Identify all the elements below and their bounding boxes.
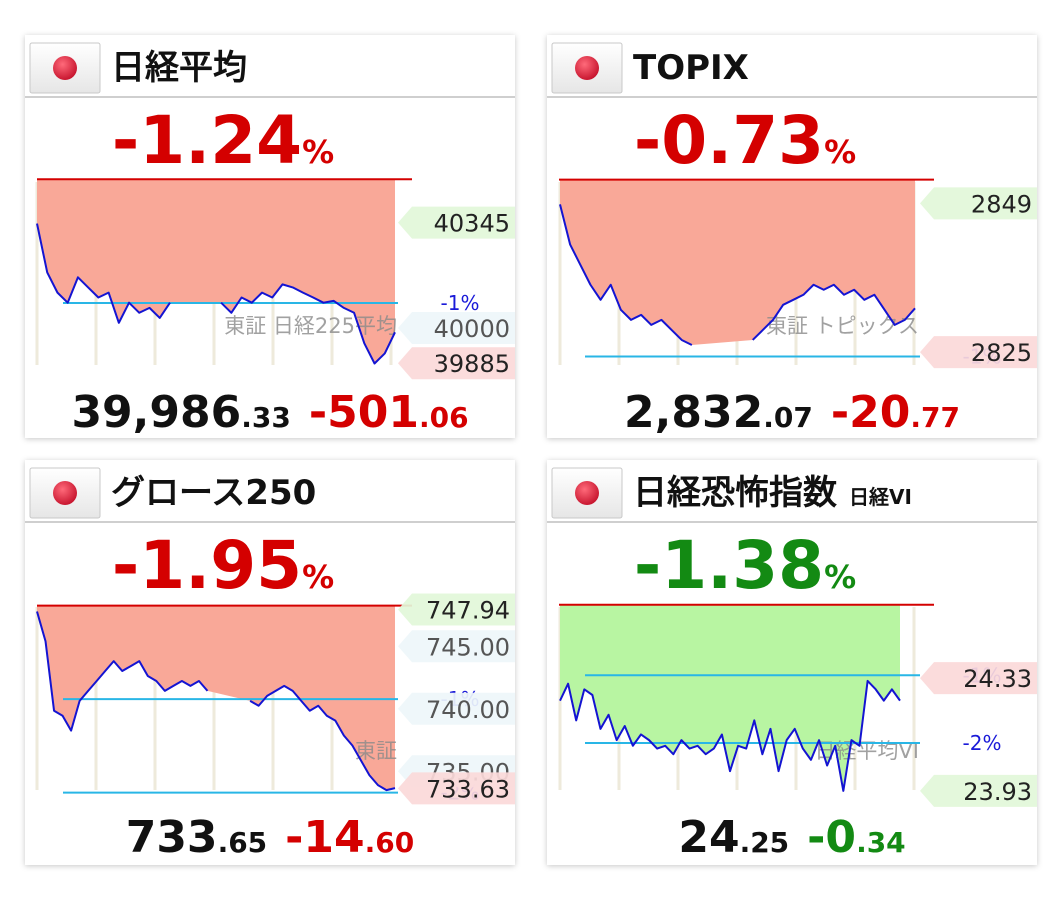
percent-number: -0.73 [634, 102, 824, 179]
change-main: -0 [807, 812, 856, 863]
price-main: 2,832 [624, 387, 763, 438]
high-label: 2849 [971, 190, 1032, 218]
low-box [920, 774, 1037, 807]
price-line [36, 223, 396, 365]
panel-title: 日経恐怖指数 日経VI [633, 473, 912, 513]
price-row: 39,986.33 -501.06 [71, 387, 468, 438]
low-label: 733.63 [426, 775, 510, 803]
area-fill [560, 604, 900, 791]
panel: グロース250-1.95%東証-1%-2%745.00740.00735.007… [25, 460, 515, 865]
low-box [398, 772, 515, 805]
percent-unit: % [302, 133, 334, 171]
y-tick-box [398, 692, 515, 725]
area-fill [37, 179, 395, 364]
high-box [398, 206, 515, 239]
price-decimal: .33 [241, 401, 291, 434]
reference-label: -1% [441, 291, 480, 315]
subtitle-text: 日経VI [849, 485, 912, 509]
flag-sun [575, 56, 599, 80]
panel: 日経恐怖指数日経VI-1.38%日経平均VI-1%-2%24.3323.9324… [547, 460, 1037, 865]
change-percent: -1.24% [112, 102, 334, 179]
change-main: -501 [309, 387, 419, 438]
panel-title: TOPIX [633, 48, 749, 88]
y-tick-label: 745.00 [426, 633, 510, 661]
area-fill [37, 605, 395, 791]
percent-unit: % [824, 558, 856, 596]
high-label: 747.94 [426, 597, 510, 625]
title-text: 日経平均 [111, 48, 247, 88]
price-line [559, 679, 901, 792]
price-row: 2,832.07 -20.77 [624, 387, 960, 438]
price-decimal: .65 [218, 826, 268, 859]
price-row: 24.25 -0.34 [678, 812, 905, 863]
reference-label: -2% [963, 731, 1002, 755]
price-row: 733.65 -14.60 [126, 812, 415, 863]
y-tick-label: 40000 [434, 315, 510, 343]
low-label: 23.93 [963, 778, 1032, 806]
low-box [398, 347, 515, 380]
price-main: 733 [126, 812, 218, 863]
y-tick-label: 740.00 [426, 696, 510, 724]
flag-sun [53, 481, 77, 505]
change-decimal: .06 [419, 401, 469, 434]
change-decimal: .34 [856, 826, 906, 859]
price-line [36, 611, 396, 792]
percent-unit: % [302, 558, 334, 596]
watermark: 東証 [355, 739, 397, 763]
price-decimal: .07 [763, 401, 813, 434]
y-tick-box [398, 630, 515, 663]
change-percent: -1.38% [634, 527, 856, 604]
high-label: 24.33 [963, 665, 1032, 693]
low-label: 2825 [971, 339, 1032, 367]
panel: 日経平均 -1.24% 東証 日経225平均 -1%40000 40345 39885 39… [25, 35, 515, 438]
title-text: 日経恐怖指数 [633, 473, 837, 513]
watermark: 東証 日経225平均 [224, 314, 397, 338]
panel: TOPIX-0.73%東証 トピックス-1%284928252,832.07-2… [547, 35, 1037, 438]
low-box [920, 336, 1037, 369]
y-tick-box [398, 312, 515, 345]
price-main: 24 [678, 812, 739, 863]
percent-number: -1.38 [634, 527, 824, 604]
price-decimal: .25 [740, 826, 790, 859]
high-box [920, 662, 1037, 695]
high-box [398, 593, 515, 626]
change-decimal: .60 [365, 826, 415, 859]
change-percent: -1.95% [112, 527, 334, 604]
change-decimal: .77 [910, 401, 960, 434]
panel-title: 日経平均 [111, 48, 247, 88]
price-line [559, 204, 916, 346]
panel-title: グロース250 [111, 473, 316, 513]
watermark: 東証 トピックス [766, 314, 919, 338]
area-fill [560, 179, 915, 345]
flag-sun [53, 56, 77, 80]
title-text: TOPIX [633, 48, 749, 88]
high-box [920, 187, 1037, 220]
percent-number: -1.95 [112, 527, 302, 604]
percent-number: -1.24 [112, 102, 302, 179]
change-main: -14 [285, 812, 365, 863]
low-label: 39885 [434, 350, 510, 378]
change-main: -20 [831, 387, 911, 438]
high-label: 40345 [434, 210, 510, 238]
change-percent: -0.73% [634, 102, 856, 179]
percent-unit: % [824, 133, 856, 171]
title-text: グロース250 [111, 473, 316, 513]
flag-sun [575, 481, 599, 505]
price-main: 39,986 [71, 387, 241, 438]
